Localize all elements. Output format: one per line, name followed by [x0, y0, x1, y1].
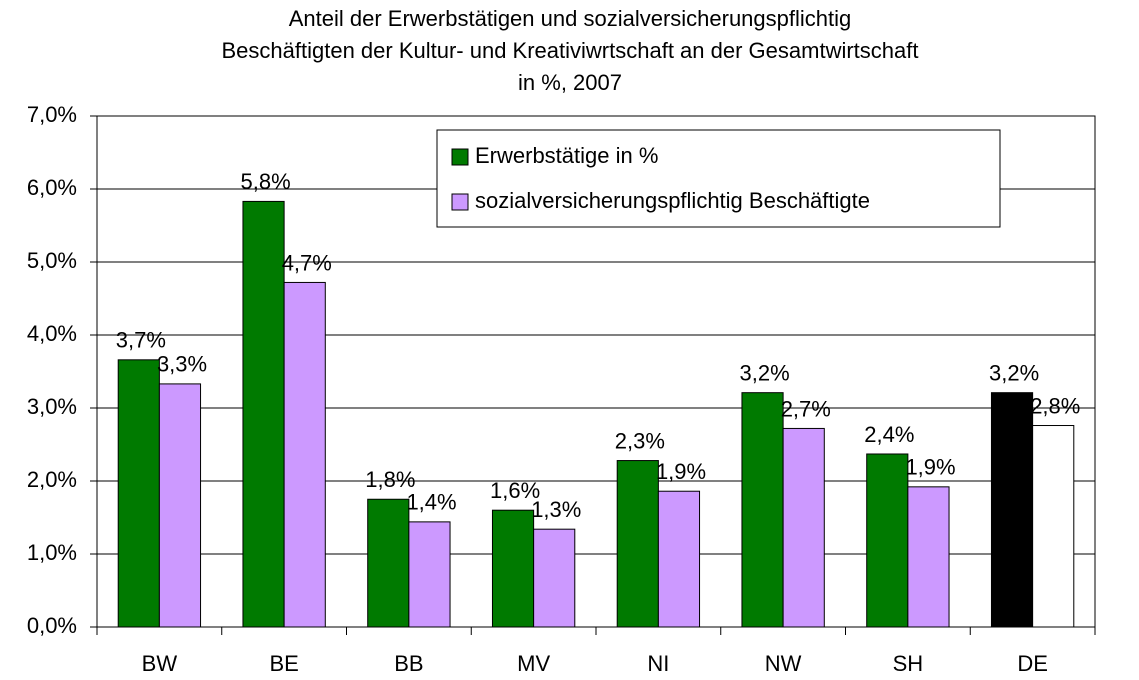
legend-swatch: [451, 148, 469, 166]
data-label: 2,4%: [864, 422, 914, 447]
data-label: 3,3%: [157, 352, 207, 377]
data-label: 1,9%: [905, 455, 955, 480]
y-tick-label: 0,0%: [27, 613, 77, 638]
bar: [491, 509, 535, 628]
bar: [907, 486, 950, 628]
legend-label: sozialversicherungspflichtig Beschäftigt…: [475, 188, 870, 213]
data-label: 4,7%: [282, 250, 332, 275]
legend: [436, 129, 1001, 228]
x-tick-label: NI: [647, 651, 669, 676]
legend-swatch: [451, 193, 469, 211]
data-label: 2,3%: [615, 428, 665, 453]
y-tick-label: 3,0%: [27, 394, 77, 419]
x-tick-label: DE: [1017, 651, 1048, 676]
data-label: 3,2%: [989, 360, 1039, 385]
bar: [657, 490, 701, 628]
bar: [990, 392, 1034, 628]
data-label: 3,7%: [116, 328, 166, 353]
y-tick-label: 5,0%: [27, 248, 77, 273]
bar: [408, 521, 451, 628]
bar: [533, 528, 576, 628]
y-tick-label: 1,0%: [27, 540, 77, 565]
x-tick-label: BE: [269, 651, 298, 676]
bar: [158, 383, 202, 628]
data-label: 1,8%: [365, 467, 415, 492]
bar: [117, 359, 160, 628]
x-tick-label: MV: [517, 651, 550, 676]
y-tick-label: 2,0%: [27, 467, 77, 492]
bar: [782, 427, 825, 628]
x-tick-label: BB: [394, 651, 423, 676]
chart-title: in %, 2007: [518, 70, 622, 95]
bar: [242, 200, 285, 628]
data-label: 1,3%: [531, 497, 581, 522]
bar: [283, 281, 326, 628]
bar: [1032, 425, 1075, 628]
bar: [367, 498, 410, 628]
x-tick-label: SH: [893, 651, 924, 676]
y-tick-label: 7,0%: [27, 102, 77, 127]
x-tick-label: BW: [142, 651, 178, 676]
data-label: 1,4%: [406, 490, 456, 515]
y-tick-label: 6,0%: [27, 175, 77, 200]
bar: [866, 453, 909, 628]
legend-label: Erwerbstätige in %: [475, 143, 658, 168]
chart-title: Beschäftigten der Kultur- und Kreativiwr…: [222, 38, 919, 63]
y-tick-label: 4,0%: [27, 321, 77, 346]
chart-title: Anteil der Erwerbstätigen und sozialvers…: [289, 6, 852, 31]
data-label: 2,8%: [1030, 393, 1080, 418]
data-label: 3,2%: [740, 360, 790, 385]
bar: [616, 460, 659, 628]
data-label: 1,6%: [490, 478, 540, 503]
x-tick-label: NW: [765, 651, 802, 676]
data-label: 2,7%: [781, 396, 831, 421]
data-label: 1,9%: [656, 459, 706, 484]
data-label: 5,8%: [241, 169, 291, 194]
bar: [741, 392, 784, 628]
